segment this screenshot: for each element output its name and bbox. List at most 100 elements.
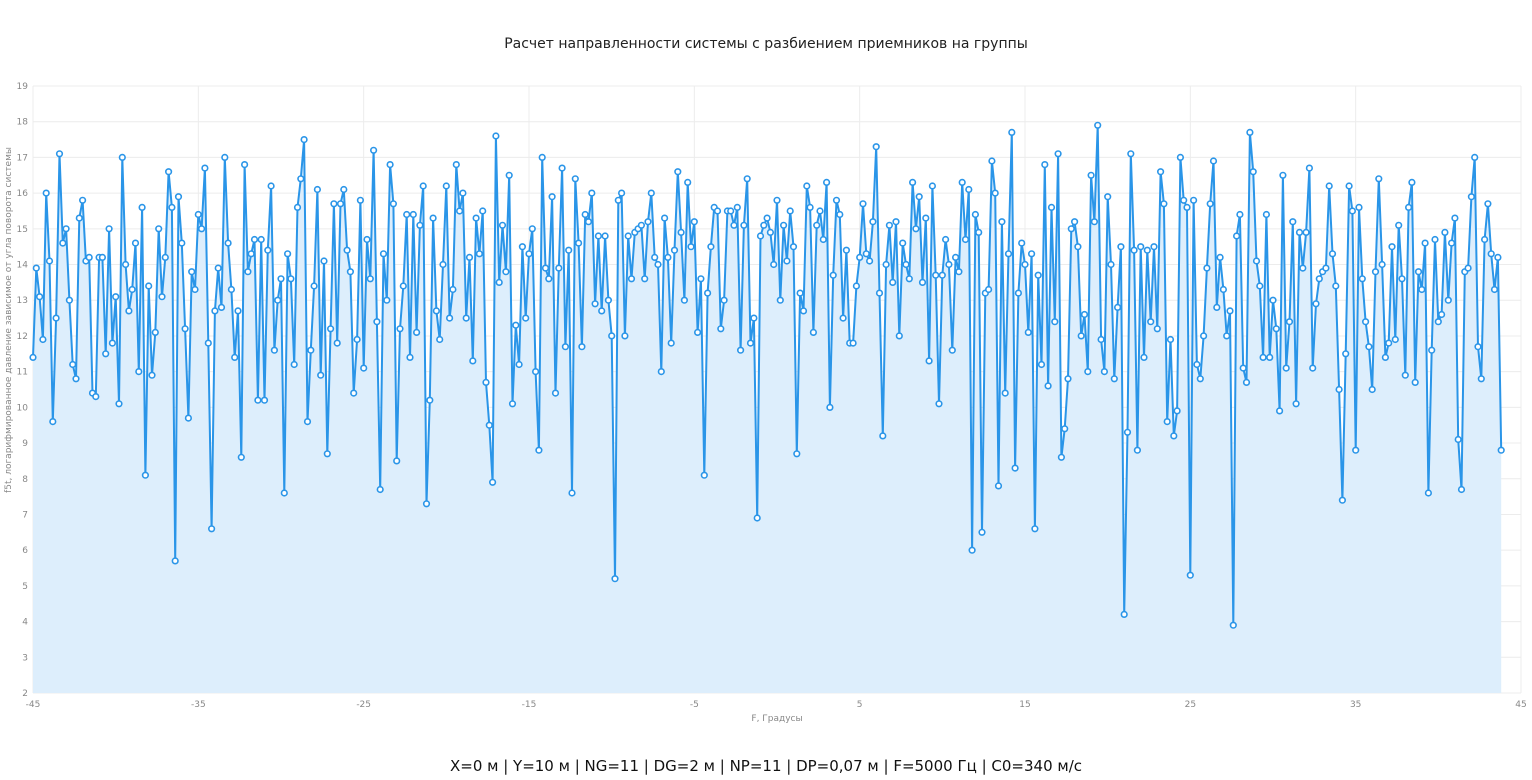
data-point [495,278,503,287]
data-point [1471,153,1479,161]
data-point [346,268,355,276]
data-point [270,346,279,354]
data-point [938,271,946,279]
data-point [968,546,976,554]
data-point [121,260,130,269]
data-point [426,396,434,404]
data-point [1262,210,1270,219]
data-point [1021,260,1029,269]
data-point [1147,318,1155,326]
x-tick-label: -5 [690,700,699,710]
data-point [52,314,60,322]
data-point [727,207,735,215]
data-point [641,275,649,283]
data-point [155,225,163,233]
data-point [313,185,322,194]
data-point [274,296,282,304]
data-point [892,218,900,226]
data-point [621,332,629,340]
data-point [108,339,116,347]
data-point [1246,128,1254,136]
x-tick-label: -25 [356,700,371,710]
data-point [763,214,771,222]
data-point [1031,525,1039,533]
data-point [627,275,636,283]
data-point [1424,489,1432,497]
data-point [1381,353,1389,362]
data-point [1150,243,1158,251]
data-point [250,235,259,244]
data-point [657,368,665,376]
data-point [221,153,229,161]
data-point [1315,275,1323,283]
data-point [611,575,619,583]
data-point [799,307,808,315]
data-point [370,146,378,154]
data-point [1332,282,1340,290]
data-point [439,260,447,269]
data-point [525,250,533,258]
data-point [1375,175,1383,183]
data-point [568,489,576,497]
data-point [789,243,798,251]
data-point [865,257,874,265]
data-point [670,246,679,254]
data-point [829,271,837,279]
data-point [852,282,861,290]
data-point [971,210,980,219]
data-point [1001,389,1009,397]
data-point [793,450,801,458]
data-point [664,253,672,261]
data-point [128,285,136,294]
data-point [174,193,183,201]
data-point [1084,368,1092,376]
data-point [674,168,682,176]
data-point [707,243,715,251]
data-point [760,221,768,229]
data-point [65,296,73,304]
data-point [449,285,457,294]
data-point [469,357,477,365]
data-point [1170,432,1178,440]
x-tick-label: 45 [1515,700,1526,710]
y-tick-label: 13 [17,296,28,306]
data-point [310,282,318,290]
data-point [55,150,64,158]
data-point [578,343,586,351]
data-point [459,189,467,197]
data-point [1474,343,1482,351]
data-point [1431,235,1439,244]
data-point [1209,157,1218,165]
data-point [1282,364,1290,372]
data-point [697,275,705,283]
data-point [1408,178,1416,186]
data-point [869,218,877,226]
data-point [730,221,738,229]
data-point [201,164,209,172]
data-point [1256,282,1264,290]
data-point [1140,353,1148,362]
data-point [538,153,546,161]
data-point [680,296,689,304]
data-point [485,421,493,429]
data-point [905,275,913,283]
data-point [105,225,113,233]
data-point [303,418,312,426]
data-point [998,218,1006,226]
data-point [492,132,500,140]
data-point [608,332,616,340]
data-point [1166,335,1175,344]
data-point [247,250,255,258]
data-point [545,275,553,283]
data-point [419,182,427,190]
data-point [859,200,867,208]
data-point [604,296,613,304]
data-point [1418,285,1426,294]
data-point [194,210,202,219]
data-point [171,557,179,565]
data-point [1123,428,1132,436]
data-point [1302,228,1310,236]
data-point [1097,335,1105,344]
data-point [740,221,748,229]
data-point [1365,343,1373,351]
